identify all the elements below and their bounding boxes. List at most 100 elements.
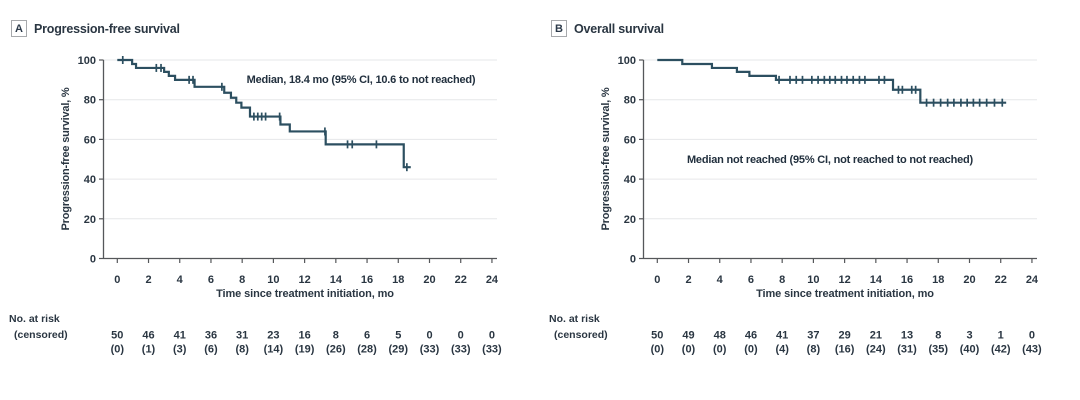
censored-count: (0) (682, 344, 696, 356)
at-risk-count: 8 (935, 330, 941, 342)
at-risk-count: 0 (426, 330, 432, 342)
censored-count: (31) (897, 344, 917, 356)
censored-count: (33) (420, 344, 440, 356)
censored-count: (3) (173, 344, 187, 356)
censored-count: (42) (991, 344, 1011, 356)
at-risk-count: 23 (267, 330, 279, 342)
censored-count: (16) (835, 344, 855, 356)
at-risk-count: 29 (838, 330, 850, 342)
y-tick-label: 80 (84, 95, 96, 107)
at-risk-label-a: No. at risk (9, 313, 60, 325)
at-risk-count: 50 (651, 330, 663, 342)
x-tick-label: 6 (208, 274, 214, 286)
x-tick-label: 0 (654, 274, 660, 286)
censored-label-a: (censored) (14, 329, 68, 341)
censored-count: (24) (866, 344, 886, 356)
y-tick-label: 80 (624, 95, 636, 107)
at-risk-count: 3 (966, 330, 972, 342)
at-risk-count: 16 (298, 330, 310, 342)
censored-count: (0) (111, 344, 125, 356)
at-risk-count: 36 (205, 330, 217, 342)
x-tick-label: 10 (267, 274, 279, 286)
x-tick-label: 16 (901, 274, 913, 286)
at-risk-count: 21 (870, 330, 882, 342)
y-tick-label: 0 (90, 254, 96, 266)
at-risk-count: 5 (395, 330, 401, 342)
censored-count: (4) (775, 344, 789, 356)
censored-count: (33) (451, 344, 471, 356)
at-risk-count: 48 (714, 330, 726, 342)
at-risk-count: 46 (745, 330, 757, 342)
median-annotation-a: Median, 18.4 mo (95% CI, 10.6 to not rea… (246, 74, 476, 86)
at-risk-count: 31 (236, 330, 248, 342)
x-tick-label: 12 (838, 274, 850, 286)
x-tick-label: 4 (177, 274, 184, 286)
y-tick-label: 40 (84, 174, 96, 186)
panel-title-a: Progression-free survival (34, 22, 180, 36)
x-tick-label: 8 (779, 274, 785, 286)
x-tick-label: 24 (1026, 274, 1039, 286)
censored-count: (8) (235, 344, 249, 356)
at-risk-count: 13 (901, 330, 913, 342)
panel-label-box-b: B (551, 20, 567, 37)
panel-label-box-a: A (11, 20, 27, 37)
x-tick-label: 12 (298, 274, 310, 286)
at-risk-count: 41 (776, 330, 788, 342)
censored-count: (26) (326, 344, 346, 356)
at-risk-count: 37 (807, 330, 819, 342)
x-tick-label: 14 (330, 274, 343, 286)
x-tick-label: 16 (361, 274, 373, 286)
x-tick-label: 10 (807, 274, 819, 286)
y-axis-label-a: Progression-free survival, % (60, 87, 72, 231)
at-risk-count: 6 (364, 330, 370, 342)
censored-count: (0) (651, 344, 665, 356)
at-risk-count: 0 (458, 330, 464, 342)
censored-count: (33) (482, 344, 502, 356)
y-tick-label: 60 (84, 134, 96, 146)
censored-count: (29) (388, 344, 408, 356)
censored-count: (28) (357, 344, 377, 356)
x-tick-label: 20 (963, 274, 975, 286)
x-tick-label: 8 (239, 274, 245, 286)
censored-label-b: (censored) (554, 329, 608, 341)
at-risk-count: 46 (142, 330, 154, 342)
censored-count: (0) (744, 344, 758, 356)
x-tick-label: 20 (423, 274, 435, 286)
y-tick-label: 40 (624, 174, 636, 186)
panel-overall-survival: 0 20 40 60 80 100 0 2 4 6 8 10 12 14 16 18 20 22 24 50 (0) 49… (540, 0, 1080, 400)
censored-count: (14) (264, 344, 284, 356)
y-tick-label: 100 (618, 55, 636, 67)
censored-count: (35) (928, 344, 948, 356)
censored-count: (19) (295, 344, 315, 356)
y-tick-label: 0 (630, 254, 636, 266)
median-annotation-b: Median not reached (95% CI, not reached … (686, 154, 974, 166)
at-risk-count: 41 (174, 330, 186, 342)
censored-count: (43) (1022, 344, 1042, 356)
panel-label-a: A (15, 22, 23, 35)
x-tick-label: 18 (392, 274, 404, 286)
x-tick-label: 24 (486, 274, 499, 286)
at-risk-label-b: No. at risk (549, 313, 600, 325)
censored-count: (1) (142, 344, 156, 356)
censored-count: (0) (713, 344, 727, 356)
x-tick-label: 2 (685, 274, 691, 286)
x-axis-label-b: Time since treatment initiation, mo (756, 288, 934, 300)
censored-count: (6) (204, 344, 218, 356)
panel-title-b: Overall survival (574, 22, 664, 36)
x-tick-label: 18 (932, 274, 944, 286)
y-tick-label: 60 (624, 134, 636, 146)
x-tick-label: 14 (870, 274, 883, 286)
y-axis-label-b: Progression-free survival, % (600, 87, 612, 231)
panel-progression-free-survival: 0 20 40 60 80 100 0 2 4 6 8 10 12 14 16 18 20 22 24 50 (0) 46… (9, 20, 502, 356)
at-risk-count: 8 (333, 330, 339, 342)
panel-label-b: B (555, 22, 563, 35)
at-risk-count: 1 (998, 330, 1004, 342)
at-risk-count: 49 (682, 330, 694, 342)
y-tick-label: 20 (624, 214, 636, 226)
y-tick-label: 20 (84, 214, 96, 226)
x-axis-label-a: Time since treatment initiation, mo (216, 288, 394, 300)
x-tick-label: 4 (717, 274, 724, 286)
